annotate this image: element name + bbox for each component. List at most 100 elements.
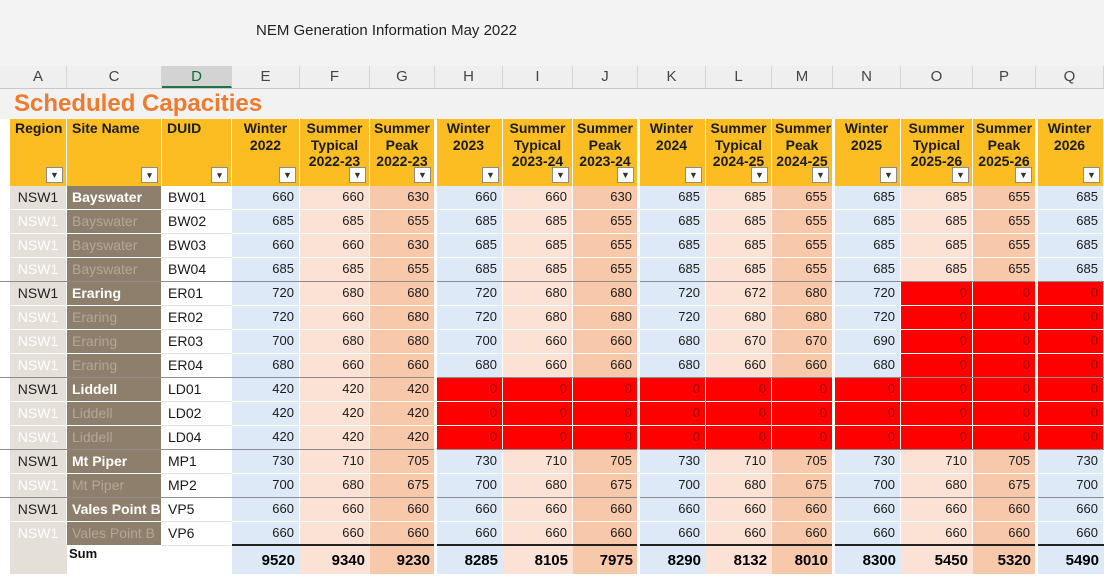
capacity-cell[interactable]: 685 (232, 210, 300, 234)
capacity-cell[interactable]: 0 (1036, 402, 1104, 426)
capacity-cell[interactable]: 680 (370, 282, 435, 306)
capacity-cell[interactable]: 710 (901, 450, 973, 474)
capacity-cell[interactable]: 660 (300, 234, 370, 258)
duid-cell[interactable]: BW02 (162, 210, 232, 234)
column-header-a[interactable]: A (10, 66, 67, 88)
capacity-cell[interactable]: 0 (1036, 354, 1104, 378)
capacity-cell[interactable]: 685 (901, 186, 973, 210)
dropdown-icon[interactable]: ▼ (1083, 167, 1100, 183)
region-cell[interactable]: NSW1 (10, 282, 67, 306)
capacity-cell[interactable]: 685 (638, 258, 706, 282)
column-header-j[interactable]: J (573, 66, 638, 88)
capacity-cell[interactable]: 0 (573, 402, 638, 426)
capacity-cell[interactable]: 660 (772, 498, 833, 522)
site-name-cell[interactable]: Vales Point B (67, 498, 162, 522)
capacity-cell[interactable]: 0 (772, 378, 833, 402)
capacity-cell[interactable]: 655 (573, 210, 638, 234)
capacity-cell[interactable]: 660 (435, 498, 503, 522)
sum-value-cell[interactable]: 8105 (503, 544, 573, 574)
capacity-cell[interactable]: 660 (706, 522, 772, 546)
capacity-cell[interactable]: 705 (370, 450, 435, 474)
capacity-cell[interactable]: 420 (300, 426, 370, 450)
capacity-cell[interactable]: 685 (638, 234, 706, 258)
capacity-cell[interactable]: 720 (435, 282, 503, 306)
capacity-cell[interactable]: 420 (232, 402, 300, 426)
site-name-cell[interactable]: Vales Point B (67, 522, 162, 546)
capacity-cell[interactable]: 655 (573, 258, 638, 282)
duid-cell[interactable]: ER02 (162, 306, 232, 330)
capacity-cell[interactable]: 0 (772, 402, 833, 426)
capacity-cell[interactable]: 720 (638, 306, 706, 330)
capacity-cell[interactable]: 660 (232, 234, 300, 258)
capacity-cell[interactable]: 680 (503, 474, 573, 498)
duid-cell[interactable]: LD01 (162, 378, 232, 402)
capacity-cell[interactable]: 0 (573, 426, 638, 450)
capacity-cell[interactable]: 680 (573, 282, 638, 306)
duid-cell[interactable]: BW04 (162, 258, 232, 282)
sort-filter-icon[interactable]: ▾ (141, 167, 158, 183)
capacity-cell[interactable]: 685 (638, 210, 706, 234)
capacity-cell[interactable]: 0 (503, 378, 573, 402)
capacity-cell[interactable]: 705 (973, 450, 1036, 474)
site-name-cell[interactable]: Bayswater (67, 258, 162, 282)
column-header-f[interactable]: F (300, 66, 370, 88)
dropdown-icon[interactable]: ▼ (349, 167, 366, 183)
capacity-cell[interactable]: 0 (638, 426, 706, 450)
dropdown-icon[interactable]: ▼ (482, 167, 499, 183)
capacity-cell[interactable]: 630 (573, 186, 638, 210)
column-header-k[interactable]: K (638, 66, 706, 88)
capacity-cell[interactable]: 710 (706, 450, 772, 474)
capacity-cell[interactable]: 660 (638, 498, 706, 522)
duid-cell[interactable]: ER01 (162, 282, 232, 306)
capacity-cell[interactable]: 660 (706, 498, 772, 522)
duid-cell[interactable]: ER04 (162, 354, 232, 378)
capacity-cell[interactable]: 730 (435, 450, 503, 474)
capacity-cell[interactable]: 720 (638, 282, 706, 306)
capacity-cell[interactable]: 660 (503, 522, 573, 546)
duid-cell[interactable]: ER03 (162, 330, 232, 354)
capacity-cell[interactable]: 660 (573, 330, 638, 354)
capacity-cell[interactable]: 660 (1036, 498, 1104, 522)
capacity-cell[interactable]: 660 (370, 354, 435, 378)
capacity-cell[interactable]: 0 (833, 378, 901, 402)
capacity-cell[interactable]: 660 (706, 354, 772, 378)
capacity-cell[interactable]: 685 (833, 234, 901, 258)
capacity-cell[interactable]: 0 (973, 354, 1036, 378)
capacity-cell[interactable]: 420 (300, 378, 370, 402)
sum-value-cell[interactable]: 8290 (638, 544, 706, 574)
capacity-cell[interactable]: 0 (638, 378, 706, 402)
capacity-cell[interactable]: 720 (232, 306, 300, 330)
capacity-cell[interactable]: 660 (370, 522, 435, 546)
capacity-cell[interactable]: 685 (706, 258, 772, 282)
capacity-cell[interactable]: 685 (1036, 210, 1104, 234)
capacity-cell[interactable]: 680 (370, 306, 435, 330)
capacity-cell[interactable]: 660 (833, 522, 901, 546)
capacity-cell[interactable]: 660 (772, 522, 833, 546)
capacity-cell[interactable]: 685 (706, 210, 772, 234)
capacity-cell[interactable]: 0 (573, 378, 638, 402)
site-name-cell[interactable]: Bayswater (67, 186, 162, 210)
capacity-cell[interactable]: 0 (706, 426, 772, 450)
capacity-cell[interactable]: 680 (370, 330, 435, 354)
capacity-cell[interactable]: 660 (370, 498, 435, 522)
capacity-cell[interactable]: 685 (901, 210, 973, 234)
region-cell[interactable]: NSW1 (10, 186, 67, 210)
dropdown-icon[interactable]: ▼ (685, 167, 702, 183)
capacity-cell[interactable]: 0 (973, 306, 1036, 330)
duid-cell[interactable]: LD04 (162, 426, 232, 450)
capacity-cell[interactable]: 700 (435, 474, 503, 498)
capacity-cell[interactable]: 660 (573, 354, 638, 378)
capacity-cell[interactable]: 680 (772, 282, 833, 306)
capacity-cell[interactable]: 660 (232, 522, 300, 546)
capacity-cell[interactable]: 0 (901, 378, 973, 402)
capacity-cell[interactable]: 655 (772, 258, 833, 282)
capacity-cell[interactable]: 660 (300, 306, 370, 330)
capacity-cell[interactable]: 0 (1036, 282, 1104, 306)
capacity-cell[interactable]: 685 (435, 210, 503, 234)
capacity-cell[interactable]: 685 (706, 234, 772, 258)
duid-cell[interactable]: MP1 (162, 450, 232, 474)
dropdown-icon[interactable]: ▼ (552, 167, 569, 183)
capacity-cell[interactable]: 680 (232, 354, 300, 378)
capacity-cell[interactable]: 0 (1036, 378, 1104, 402)
capacity-cell[interactable]: 680 (772, 306, 833, 330)
